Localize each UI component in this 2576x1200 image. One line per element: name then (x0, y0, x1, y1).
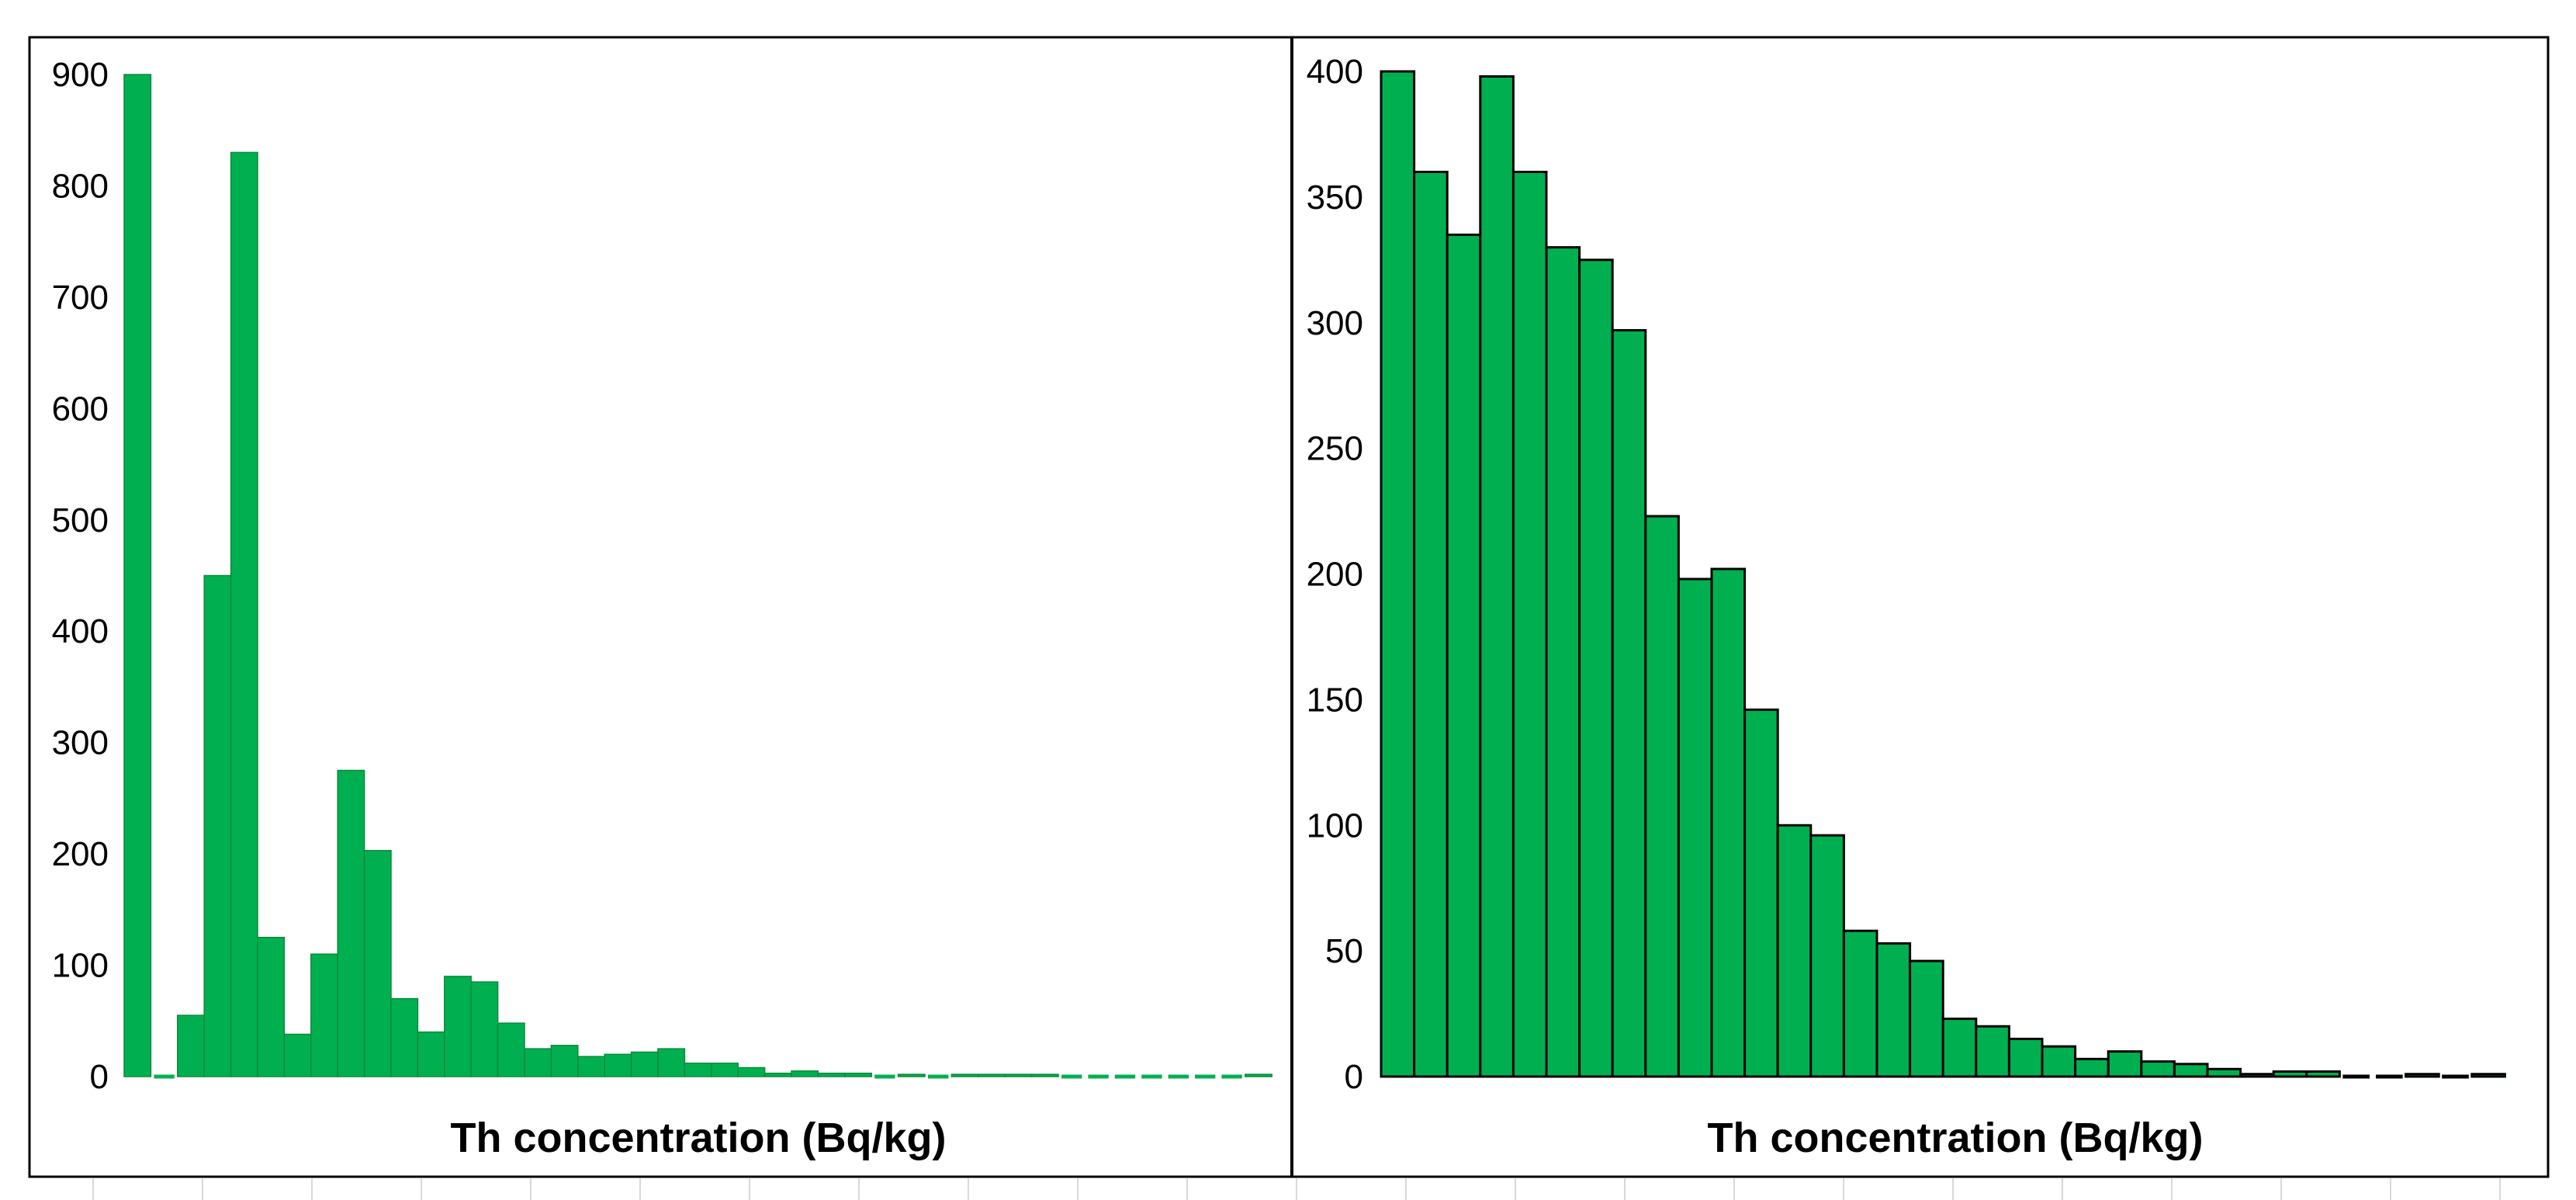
histogram-bar (203, 574, 232, 1077)
histogram-bar (1245, 1073, 1272, 1077)
histogram-bar (1677, 577, 1713, 1078)
histogram-bar (817, 1072, 846, 1077)
histogram-bar (1975, 1025, 2010, 1078)
histogram-bar (711, 1063, 739, 1077)
right-bars (1380, 70, 2506, 1079)
histogram-bar (577, 1056, 605, 1077)
y-tick-label: 200 (52, 835, 109, 873)
histogram-bar (2470, 1073, 2506, 1078)
histogram-bar (524, 1048, 552, 1077)
right-histogram: 400 350 300 250 200 150 100 50 0 Th concentratio… (1307, 53, 2506, 1161)
histogram-bar (1004, 1073, 1033, 1077)
histogram-bar (2107, 1050, 2143, 1078)
histogram-bar (630, 1051, 659, 1077)
histogram-bar (444, 976, 472, 1077)
y-tick-label: 900 (52, 56, 109, 94)
histogram-bar (2140, 1060, 2176, 1078)
histogram-bar (1545, 246, 1581, 1078)
histogram-bar (1941, 1018, 1978, 1078)
left-x-axis-label: Th concentration (Bq/kg) (451, 1115, 947, 1161)
y-tick-label: 500 (52, 501, 109, 539)
histogram-bar (1479, 75, 1515, 1078)
histogram-bar (177, 1014, 205, 1077)
y-tick-label: 350 (1307, 179, 1363, 217)
histogram-bar (1909, 959, 1944, 1078)
histogram-bar (283, 1033, 312, 1077)
left-bars (123, 74, 1272, 1079)
histogram-bar (337, 769, 365, 1077)
histogram-bar (417, 1031, 445, 1077)
left-histogram: 900 800 700 600 500 400 300 200 100 0 Th concentr… (52, 56, 1272, 1161)
y-tick-label: 150 (1307, 681, 1363, 719)
histogram-bar (844, 1072, 872, 1077)
y-tick-label: 800 (52, 167, 109, 205)
histogram-bar (363, 850, 392, 1077)
histogram-bar (1611, 328, 1647, 1078)
histogram-bar (2173, 1063, 2209, 1078)
histogram-bar (978, 1073, 1006, 1077)
y-tick-label: 400 (52, 612, 109, 650)
histogram-bar (2041, 1045, 2077, 1078)
y-tick-label: 100 (52, 947, 109, 985)
histogram-bar (791, 1070, 819, 1077)
histogram-bar (2305, 1070, 2341, 1078)
histogram-bar (897, 1073, 926, 1077)
y-tick-label: 300 (1307, 304, 1363, 342)
right-x-axis-label: Th concentration (Bq/kg) (1708, 1115, 2204, 1161)
histogram-bar (763, 1072, 792, 1077)
histogram-bar (1743, 708, 1779, 1078)
y-tick-label: 400 (1307, 53, 1363, 91)
histogram-bar (1842, 929, 1878, 1078)
histogram-bar (1776, 824, 1813, 1078)
y-tick-label: 700 (52, 279, 109, 317)
y-tick-label: 50 (1325, 932, 1363, 970)
histogram-bar (2206, 1067, 2242, 1078)
histogram-bar (604, 1053, 632, 1077)
histogram-bar (737, 1066, 766, 1077)
y-tick-label: 250 (1307, 430, 1363, 468)
histogram-bar (390, 997, 419, 1077)
histogram-bar (1809, 834, 1845, 1078)
histogram-bar (2074, 1057, 2110, 1078)
histogram-bar (2272, 1070, 2308, 1078)
histogram-bar (230, 151, 258, 1077)
histogram-bar (1875, 942, 1912, 1078)
histogram-bar (470, 981, 499, 1077)
y-tick-label: 100 (1307, 806, 1363, 845)
histogram-bar (497, 1022, 525, 1077)
y-tick-label: 300 (52, 724, 109, 762)
histogram-bar (1578, 258, 1614, 1078)
y-tick-label: 200 (1307, 556, 1363, 594)
sheet-gridlines (92, 1178, 2501, 1200)
y-tick-label: 600 (52, 390, 109, 428)
histogram-bar (657, 1048, 686, 1077)
y-tick-label: 0 (90, 1058, 109, 1096)
histogram-bar (1511, 171, 1548, 1078)
histogram-bar (684, 1063, 712, 1077)
histogram-bar (2405, 1073, 2440, 1078)
histogram-bar (1030, 1073, 1059, 1077)
histogram-bar (257, 936, 286, 1077)
histogram-bar (2007, 1037, 2044, 1078)
right-y-axis-ticks: 400 350 300 250 200 150 100 50 0 (1307, 53, 1363, 1096)
y-tick-label: 0 (1345, 1058, 1363, 1096)
histogram-bar (2239, 1073, 2275, 1078)
histogram-bar (550, 1045, 579, 1077)
histogram-bar (950, 1073, 979, 1077)
histogram-bar (1644, 515, 1680, 1078)
histogram-bar (1380, 70, 1416, 1078)
histogram-bar (1446, 233, 1482, 1078)
histogram-bar (1413, 171, 1449, 1078)
histogram-bar (1710, 567, 1747, 1078)
histogram-bar (123, 74, 152, 1077)
histogram-bar (310, 953, 338, 1077)
left-y-axis-ticks: 900 800 700 600 500 400 300 200 100 0 (52, 56, 109, 1096)
